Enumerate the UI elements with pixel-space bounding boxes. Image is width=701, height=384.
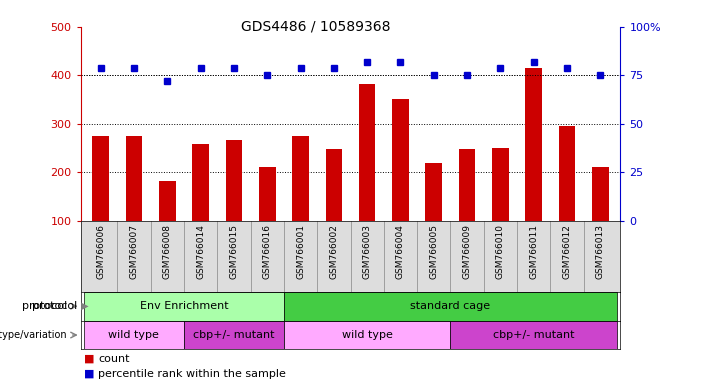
Text: genotype/variation: genotype/variation [0, 330, 67, 340]
Text: standard cage: standard cage [410, 301, 491, 311]
Bar [159, 180, 175, 269]
Bar [192, 144, 209, 269]
Text: GSM766012: GSM766012 [563, 224, 571, 279]
Text: cbp+/- mutant: cbp+/- mutant [493, 330, 575, 340]
Text: cbp+/- mutant: cbp+/- mutant [193, 330, 275, 340]
Text: wild type: wild type [109, 330, 159, 340]
Text: ■: ■ [84, 354, 95, 364]
Text: GSM766015: GSM766015 [229, 224, 238, 279]
Bar [84, 292, 284, 321]
Bar [492, 148, 509, 269]
Bar [259, 167, 275, 269]
Text: ■: ■ [84, 369, 95, 379]
Text: GSM766007: GSM766007 [130, 224, 138, 279]
Bar [559, 126, 576, 269]
Text: protocol: protocol [22, 301, 67, 311]
Text: count: count [98, 354, 130, 364]
Text: GSM766013: GSM766013 [596, 224, 605, 279]
Text: GSM766011: GSM766011 [529, 224, 538, 279]
Text: GSM766006: GSM766006 [96, 224, 105, 279]
Text: GSM766016: GSM766016 [263, 224, 272, 279]
Text: GSM766014: GSM766014 [196, 224, 205, 279]
Bar [526, 68, 542, 269]
Bar [125, 136, 142, 269]
Text: GSM766002: GSM766002 [329, 224, 339, 279]
Bar [458, 149, 475, 269]
Text: GSM766010: GSM766010 [496, 224, 505, 279]
Text: Env Enrichment: Env Enrichment [139, 301, 229, 311]
Bar [592, 167, 608, 269]
Bar [426, 163, 442, 269]
Bar [359, 84, 376, 269]
Bar [292, 136, 309, 269]
Text: ▶: ▶ [78, 301, 88, 311]
Bar [284, 292, 617, 321]
Text: GSM766004: GSM766004 [396, 224, 405, 279]
Text: protocol: protocol [32, 301, 77, 311]
Text: GSM766005: GSM766005 [429, 224, 438, 279]
Bar [93, 136, 109, 269]
Text: GSM766009: GSM766009 [463, 224, 472, 279]
Bar [451, 321, 617, 349]
Text: GSM766003: GSM766003 [362, 224, 372, 279]
Bar [325, 149, 342, 269]
Text: wild type: wild type [341, 330, 393, 340]
Bar [284, 321, 451, 349]
Bar [392, 99, 409, 269]
Bar [84, 321, 184, 349]
Bar [226, 140, 243, 269]
Bar [184, 321, 284, 349]
Text: GDS4486 / 10589368: GDS4486 / 10589368 [240, 19, 390, 33]
Text: percentile rank within the sample: percentile rank within the sample [98, 369, 286, 379]
Text: GSM766001: GSM766001 [296, 224, 305, 279]
Text: GSM766008: GSM766008 [163, 224, 172, 279]
